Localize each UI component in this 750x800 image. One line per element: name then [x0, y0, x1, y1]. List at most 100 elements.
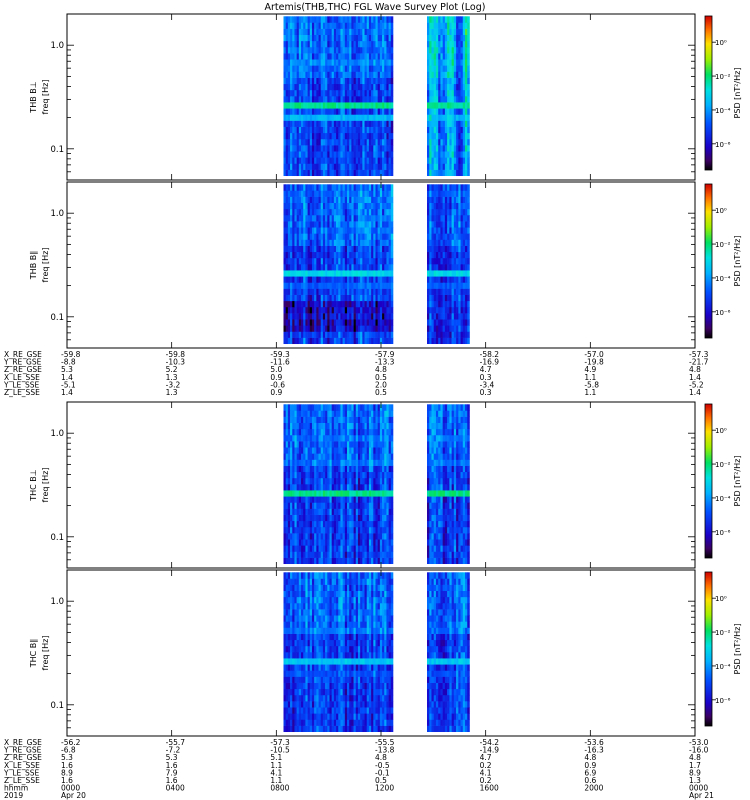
- heatmap-cell: [388, 28, 392, 35]
- heatmap-cell: [344, 120, 348, 127]
- heatmap-cell: [287, 221, 291, 228]
- heatmap-cell: [301, 169, 304, 177]
- heatmap-cell: [285, 306, 289, 314]
- heatmap-cell: [340, 441, 343, 448]
- heatmap-cell: [427, 208, 430, 216]
- heatmap-cell: [375, 276, 378, 283]
- heatmap-cell: [427, 46, 430, 54]
- heatmap-cell: [344, 208, 348, 216]
- heatmap-cell: [333, 102, 337, 109]
- heatmap-cell: [333, 416, 337, 423]
- heatmap-cell: [307, 245, 311, 253]
- heatmap-cell: [327, 169, 330, 177]
- heatmap-cell: [364, 40, 368, 48]
- heatmap-cell: [331, 453, 335, 460]
- heatmap-cell: [318, 34, 322, 42]
- heatmap-cell: [451, 300, 455, 308]
- heatmap-cell: [360, 508, 363, 515]
- heatmap-cell: [296, 441, 300, 448]
- heatmap-cell: [325, 145, 328, 152]
- heatmap-cell: [349, 96, 352, 103]
- heatmap-cell: [342, 77, 346, 85]
- heatmap-cell: [384, 300, 387, 308]
- heatmap-cell: [283, 53, 286, 60]
- heatmap-cell: [333, 294, 337, 302]
- heatmap-cell: [431, 282, 435, 289]
- heatmap-cell: [362, 71, 365, 78]
- heatmap-cell: [435, 288, 439, 295]
- heatmap-cell: [386, 102, 389, 109]
- heatmap-cell: [325, 264, 328, 271]
- heatmap-cell: [449, 65, 452, 72]
- heatmap-cell: [382, 184, 385, 191]
- heatmap-cell: [314, 28, 317, 35]
- heatmap-cell: [435, 245, 439, 253]
- heatmap-cell: [377, 28, 381, 35]
- heatmap-cell: [283, 545, 286, 552]
- colorbar-tick-label: 10⁰: [715, 207, 727, 215]
- heatmap-cell: [309, 77, 313, 85]
- heatmap-cell: [327, 245, 330, 253]
- heatmap-cell: [298, 169, 302, 177]
- heatmap-cell: [322, 214, 326, 222]
- heatmap-cell: [371, 319, 374, 326]
- heatmap-cell: [294, 416, 297, 423]
- heatmap-cell: [336, 120, 339, 127]
- heatmap-cell: [449, 196, 452, 203]
- heatmap-cell: [331, 46, 335, 54]
- heatmap-cell: [438, 202, 441, 210]
- heatmap-cell: [364, 151, 368, 158]
- heatmap-cell: [347, 447, 350, 454]
- heatmap-cell: [388, 331, 392, 338]
- heatmap-cell: [388, 22, 392, 29]
- heatmap-cell: [453, 40, 457, 48]
- heatmap-cell: [355, 337, 359, 345]
- heatmap-cell: [331, 227, 335, 234]
- heatmap-cell: [311, 77, 315, 85]
- heatmap-cell: [377, 490, 381, 497]
- heatmap-cell: [364, 257, 368, 265]
- heatmap-cell: [360, 245, 363, 253]
- heatmap-cell: [349, 53, 352, 60]
- heatmap-cell: [388, 453, 392, 460]
- heatmap-cell: [462, 184, 466, 191]
- heatmap-cell: [388, 526, 392, 534]
- heatmap-cell: [307, 276, 311, 283]
- heatmap-cell: [360, 496, 363, 503]
- heatmap-cell: [453, 257, 457, 265]
- heatmap-cell: [451, 282, 455, 289]
- heatmap-cell: [311, 184, 315, 191]
- heatmap-cell: [379, 520, 383, 528]
- heatmap-cell: [447, 331, 450, 338]
- heatmap-cell: [386, 306, 389, 314]
- heatmap-cell: [449, 59, 452, 66]
- heatmap-cell: [382, 163, 385, 170]
- heatmap-cell: [294, 514, 297, 522]
- heatmap-cell: [388, 306, 392, 314]
- heatmap-cell: [366, 514, 370, 522]
- heatmap-cell: [307, 428, 311, 436]
- heatmap-cell: [368, 46, 372, 54]
- heatmap-cell: [336, 16, 339, 23]
- heatmap-cell: [384, 239, 387, 246]
- heatmap-cell: [386, 145, 389, 152]
- heatmap-cell: [301, 214, 304, 222]
- heatmap-cell: [355, 96, 359, 103]
- heatmap-cell: [340, 539, 343, 546]
- heatmap-cell: [447, 28, 450, 35]
- heatmap-cell: [329, 145, 332, 152]
- heatmap-cell: [347, 184, 350, 191]
- heatmap-cell: [320, 53, 324, 60]
- heatmap-cell: [368, 337, 372, 345]
- heatmap-cell: [309, 126, 313, 134]
- heatmap-cell: [318, 319, 322, 326]
- heatmap-cell: [296, 428, 300, 436]
- heatmap-cell: [435, 65, 439, 72]
- heatmap-cell: [373, 233, 376, 240]
- heatmap-cell: [465, 270, 468, 277]
- heatmap-cell: [435, 114, 439, 121]
- heatmap-cell: [318, 221, 322, 228]
- heatmap-cell: [311, 208, 315, 216]
- heatmap-cell: [467, 34, 470, 42]
- heatmap-cell: [294, 202, 297, 210]
